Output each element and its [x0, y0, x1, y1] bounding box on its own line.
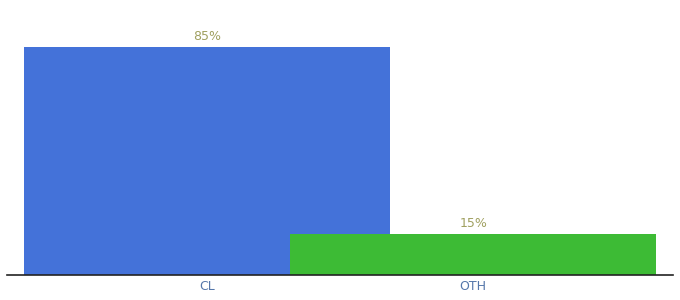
Bar	[290, 234, 656, 274]
Bar	[24, 47, 390, 274]
Text: 85%: 85%	[192, 30, 221, 43]
Text: 15%: 15%	[459, 218, 487, 230]
